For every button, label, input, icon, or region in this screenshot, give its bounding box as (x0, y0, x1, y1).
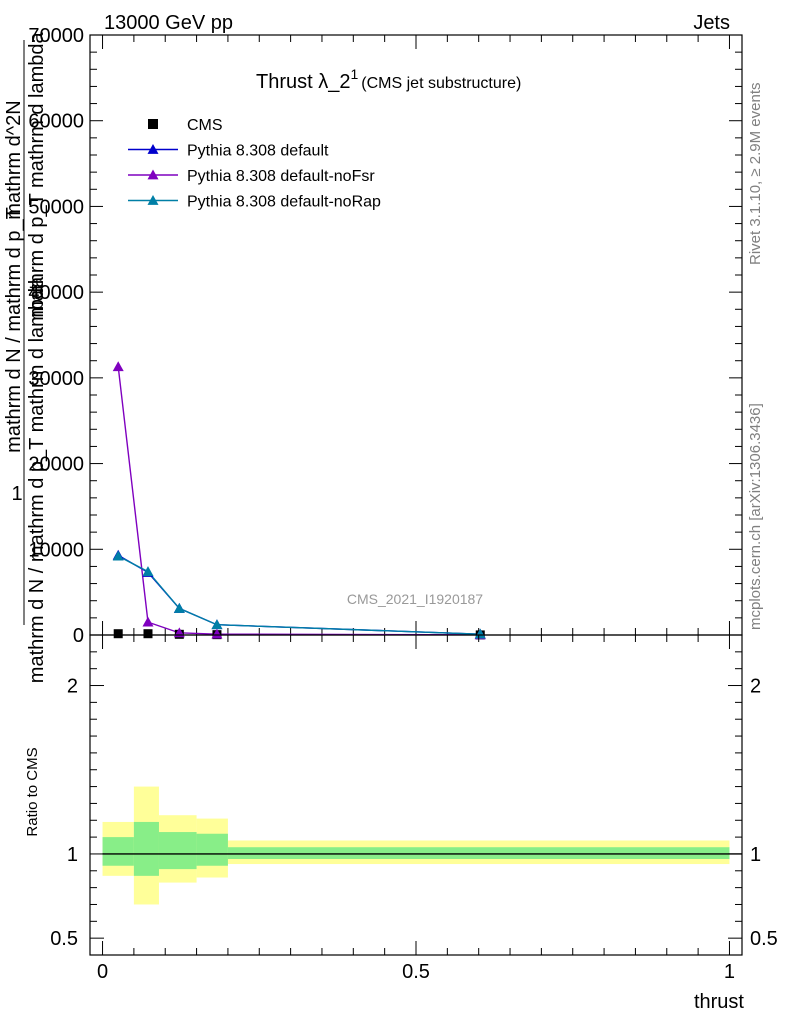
mcplots-label: mcplots.cern.ch [arXiv:1306.3436] (747, 403, 764, 630)
ylabel-fragment-3: mathrm d N / mathrm d p_T mathrm d lambd… (26, 276, 48, 683)
main-y-tick-label: 50000 (28, 196, 84, 218)
ratio-inner-band (158, 832, 197, 870)
x-tick-label: 0 (97, 961, 108, 983)
title-sup: 1 (350, 66, 358, 82)
main-y-tick-label: 30000 (28, 368, 84, 390)
ratio-y-tick-label: 0.5 (50, 928, 78, 950)
cms-data-point (113, 629, 123, 639)
ratio-y-tick-label-right: 0.5 (750, 928, 778, 950)
x-tick-label: 1 (724, 961, 735, 983)
energy-label: 13000 GeV pp (104, 12, 233, 34)
ratio-y-tick-label: 1 (67, 844, 78, 866)
ratio-frame (89, 634, 743, 956)
series-point-2 (112, 361, 124, 372)
legend-label-0: CMS (187, 117, 223, 134)
series-point-2 (142, 616, 154, 627)
ratio-x-ticks: 0 0.5 1 (97, 635, 735, 983)
ylabel-fragment-2: mathrm d N / mathrm d p_T (3, 207, 25, 453)
cms-data-point (143, 629, 153, 639)
legend: CMS Pythia 8.308 default Pythia 8.308 defa… (128, 117, 381, 211)
analysis-watermark: CMS_2021_I1920187 (347, 591, 483, 607)
ratio-bands (102, 786, 730, 905)
main-panel: 0 10000 20000 30000 40000 50000 60000 70000 Thr… (3, 25, 743, 683)
ratio-inner-band (133, 821, 159, 876)
series-point-3 (211, 619, 223, 630)
legend-label-3: Pythia 8.308 default-noRap (187, 194, 381, 211)
main-y-tick-label: 60000 (28, 111, 84, 133)
series-point-3 (474, 628, 486, 639)
legend-marker-cms (148, 119, 158, 129)
series-point-3 (142, 566, 154, 576)
main-y-tick-label: 0 (73, 625, 84, 647)
ratio-y-ticks: 0.5 0.5 1 1 2 2 (50, 651, 778, 950)
main-y-ticks: 0 10000 20000 30000 40000 50000 60000 70000 (28, 25, 742, 647)
ratio-inner-band (102, 837, 134, 866)
main-y-tick-label: 40000 (28, 282, 84, 304)
chart-title: Thrust λ_21(CMS jet substructure) (256, 66, 521, 93)
title-sub: (CMS jet substructure) (361, 75, 521, 92)
main-y-tick-label: 20000 (28, 454, 84, 476)
x-axis-label: thrust (694, 991, 744, 1013)
series-point-2 (211, 628, 223, 639)
ratio-y-tick-label: 2 (67, 676, 78, 698)
series-point-3 (112, 550, 124, 561)
ratio-y-tick-label-right: 1 (750, 844, 761, 866)
series-point-3 (173, 602, 185, 613)
process-label: Jets (693, 12, 730, 34)
ylabel-fragment-1: 1 (11, 483, 22, 505)
legend-label-1: Pythia 8.308 default (187, 143, 329, 160)
ratio-y-tick-label-right: 2 (750, 676, 761, 698)
ratio-inner-band (196, 833, 228, 866)
ratio-panel: 0.5 0.51 12 2 0 0.5 1 Ratio to CMS thrust (24, 634, 778, 1013)
ylabel-fragment-4: mathrm d^2N (3, 100, 25, 219)
rivet-label: Rivet 3.1.10, ≥ 2.9M events (747, 83, 764, 266)
legend-label-2: Pythia 8.308 default-noFsr (187, 168, 375, 185)
title-main: Thrust λ_2 (256, 71, 350, 93)
legend-marker-3 (147, 195, 159, 205)
legend-marker-2 (147, 169, 159, 180)
main-y-tick-label: 10000 (28, 539, 84, 561)
ylabel-fragment-5: mathrm d p_T mathrm d lambda (26, 31, 48, 317)
ratio-inner-band (227, 847, 730, 859)
legend-marker-1 (147, 144, 159, 154)
main-y-tick-label: 70000 (28, 25, 84, 47)
x-tick-label: 0.5 (402, 961, 430, 983)
ratio-ylabel: Ratio to CMS (24, 747, 41, 836)
